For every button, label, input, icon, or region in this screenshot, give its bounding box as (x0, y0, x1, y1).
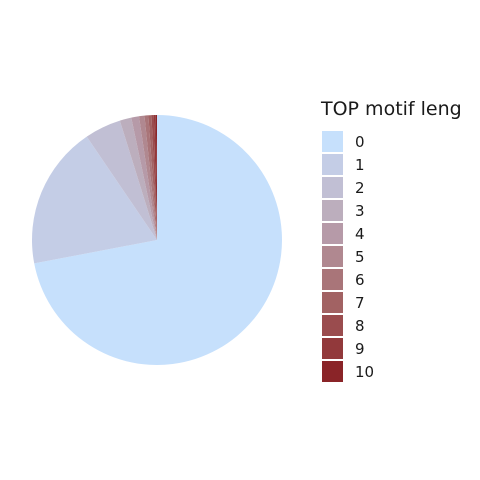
legend-label-3: 3 (355, 202, 365, 220)
pie-slice-6 (144, 115, 157, 240)
legend-label-5: 5 (355, 248, 365, 266)
legend-swatch-5 (322, 246, 343, 267)
pie-slice-0 (34, 115, 282, 366)
pie-slice-8 (151, 115, 157, 240)
legend-label-10: 10 (355, 363, 374, 381)
legend-swatch-1 (322, 154, 343, 175)
pie-slice-9 (153, 115, 157, 240)
legend-label-6: 6 (355, 271, 365, 289)
legend-label-4: 4 (355, 225, 365, 243)
legend-swatch-6 (322, 269, 343, 290)
legend-swatch-4 (322, 223, 343, 244)
pie-slice-4 (131, 116, 157, 240)
legend-swatch-9 (322, 338, 343, 359)
pie-slice-2 (86, 120, 157, 240)
pie-slice-10 (155, 115, 157, 240)
legend-swatch-2 (322, 177, 343, 198)
legend-swatch-8 (322, 315, 343, 336)
legend-swatch-7 (322, 292, 343, 313)
legend-label-0: 0 (355, 133, 365, 151)
legend-label-2: 2 (355, 179, 365, 197)
legend-label-8: 8 (355, 317, 365, 335)
pie-slice-7 (148, 115, 157, 240)
pie-slice-1 (31, 136, 158, 264)
pie-slice-5 (139, 115, 157, 240)
pie-slice-3 (119, 117, 157, 240)
legend-title: TOP motif leng (320, 98, 462, 120)
legend-swatch-10 (322, 361, 343, 382)
legend-swatch-0 (322, 131, 343, 152)
pie-slices (31, 115, 282, 366)
legend-label-1: 1 (355, 156, 365, 174)
legend-swatch-3 (322, 200, 343, 221)
legend: 0 1 2 3 4 5 6 7 8 9 10 (322, 131, 374, 382)
legend-label-7: 7 (355, 294, 365, 312)
legend-label-9: 9 (355, 340, 365, 358)
